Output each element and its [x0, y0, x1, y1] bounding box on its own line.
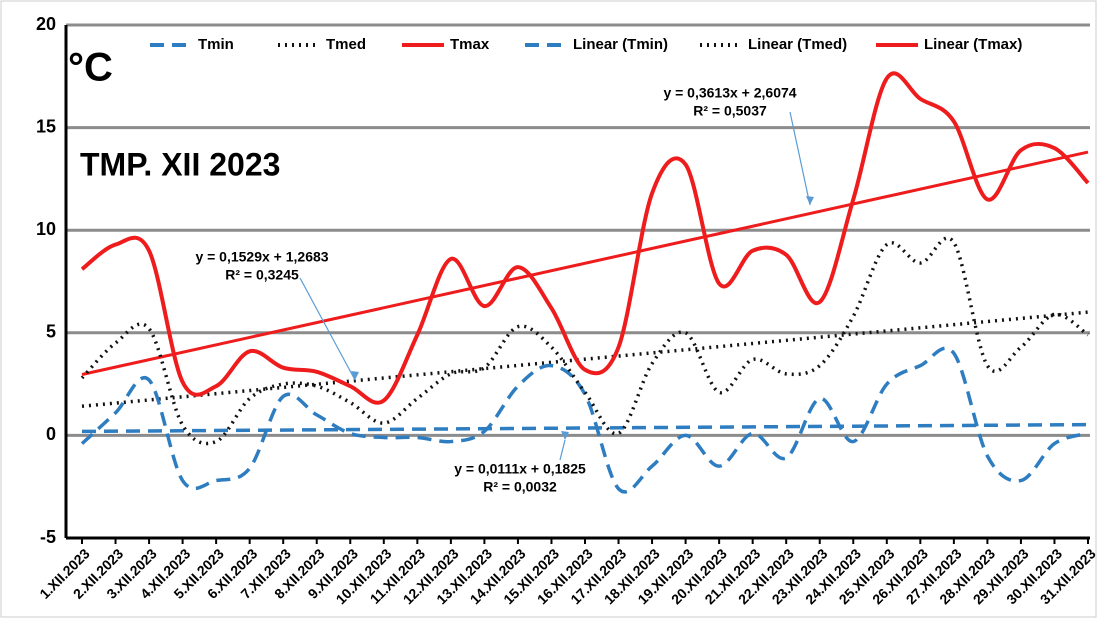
trend-r2: R² = 0,5037: [693, 103, 767, 119]
trend-r2: R² = 0,3245: [225, 267, 299, 283]
annotation-arrow: [299, 277, 356, 381]
trendline: [81, 422, 1089, 434]
chart-subtitle: TMP. XII 2023: [80, 146, 280, 182]
y-tick-label: 15: [36, 116, 56, 136]
arrow-head: [561, 431, 569, 440]
series-line: [80, 346, 1089, 494]
trend-equation: y = 0,3613x + 2,6074: [663, 85, 796, 101]
legend-label: Linear (Tmax): [924, 36, 1022, 53]
y-tick-label: 5: [46, 322, 56, 342]
trend-equation: y = 0,1529x + 1,2683: [195, 249, 328, 265]
trend-r2: R² = 0,0032: [483, 479, 557, 495]
trendline: [81, 150, 1089, 376]
series-line: [80, 71, 1090, 405]
legend-label: Linear (Tmin): [573, 36, 668, 53]
legend-label: Linear (Tmed): [748, 36, 847, 53]
legend-label: Tmax: [450, 36, 490, 53]
arrow-head: [351, 371, 359, 380]
arrow-head: [806, 196, 814, 205]
annotation-arrow: [789, 111, 811, 206]
y-tick-label: 0: [46, 424, 56, 444]
legend-label: Tmed: [326, 36, 366, 53]
trendline: [81, 310, 1089, 408]
y-tick-label: 20: [36, 14, 56, 34]
unit-label: °C: [68, 46, 113, 90]
legend-label: Tmin: [198, 36, 234, 53]
y-tick-label: -5: [40, 527, 56, 547]
annotation-arrow: [559, 439, 566, 461]
y-tick-label: 10: [36, 219, 56, 239]
trend-equation: y = 0,0111x + 0,1825: [454, 461, 586, 477]
